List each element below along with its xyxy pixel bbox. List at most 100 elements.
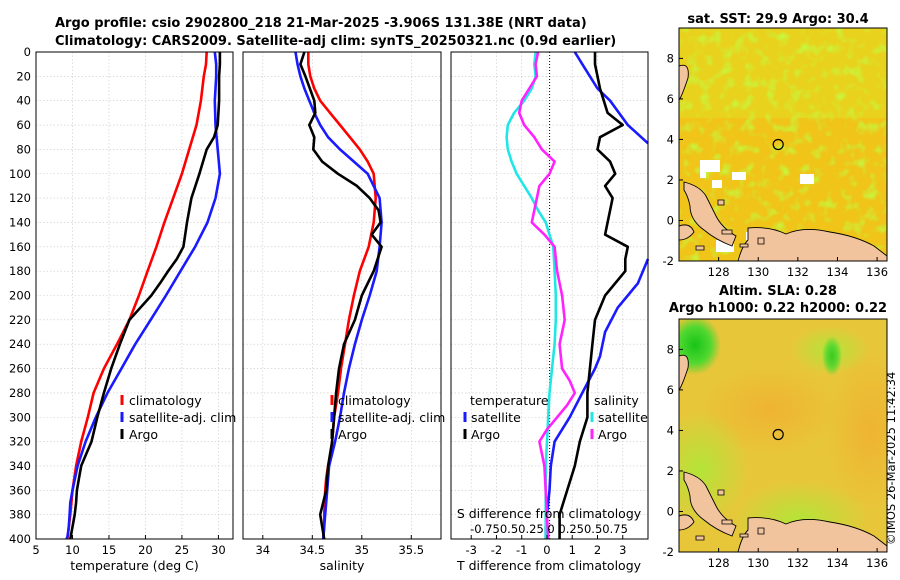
legend-label-t-argo: Argo: [471, 427, 500, 442]
temperature-series: [65, 51, 222, 540]
x-tick-label: 20: [138, 543, 153, 557]
x-tick-label: 15: [102, 543, 117, 557]
temperature-frame: [35, 51, 234, 540]
legend-label-t-satellite: satellite: [471, 410, 521, 425]
x-tick-label: 34.5: [299, 543, 325, 557]
lon-tick-label: 132: [787, 265, 809, 279]
series-line-t-argo-clim: [558, 52, 630, 539]
x-tick-label: 5: [32, 543, 39, 557]
legend-label-satellite: satellite-adj. clim: [338, 410, 445, 425]
lon-tick-label: 128: [708, 556, 730, 570]
lat-tick-label: 0: [667, 213, 674, 227]
argo-marker-sst: [772, 138, 784, 151]
s-difference-xlabel: S difference from climatology: [457, 506, 642, 521]
depth-tick-label: 60: [16, 118, 31, 132]
lat-tick-label: 2: [667, 173, 674, 187]
land-sst: [679, 64, 887, 261]
sst-lon-tick-labels: 128 130 132 134 136: [708, 257, 888, 279]
legend-label-climatology: climatology: [129, 393, 202, 408]
difference-panel: -3 -2 -1 0 1 2 3 T difference from climatology…: [450, 51, 650, 573]
lat-tick-label: -2: [663, 254, 674, 268]
series-line-climatology: [66, 51, 208, 540]
temperature-grid: [35, 51, 233, 540]
sla-map-panel: Altim. SLA: 0.28 Argo h1000: 0.22 h2000:…: [663, 284, 889, 570]
lat-tick-label: 4: [667, 132, 674, 146]
figure-title-line1: Argo profile: csio 2902800_218 21-Mar-20…: [55, 16, 587, 31]
depth-tick-label: 240: [9, 337, 31, 351]
lon-tick-label: 134: [826, 265, 848, 279]
islands-sla: [695, 489, 765, 541]
islands-sst: [695, 199, 765, 251]
s-difference-tick-labels: -0.750.50.25 0 0.250.50.75: [470, 522, 628, 536]
depth-tick-label: 20: [16, 69, 31, 83]
x-tick-label: -2: [491, 543, 502, 557]
x-tick-label: 35.5: [398, 543, 424, 557]
lat-tick-label: 0: [667, 504, 674, 518]
sst-lat-tick-labels: -2 0 2 4 6 8: [663, 51, 683, 268]
difference-series: [505, 51, 650, 540]
depth-tick-label: 320: [9, 435, 31, 449]
series-line-argo: [299, 51, 383, 540]
depth-tick-label: 300: [9, 410, 31, 424]
depth-tick-label: 100: [9, 167, 31, 181]
x-tick-label: 30: [211, 543, 226, 557]
sla-field: [679, 319, 887, 552]
x-tick-label: 25: [175, 543, 190, 557]
x-tick-label: 34: [255, 543, 270, 557]
depth-tick-label: 160: [9, 240, 31, 254]
salinity-grid: [243, 51, 441, 540]
difference-frame: [450, 51, 649, 540]
lon-tick-label: 132: [787, 556, 809, 570]
legend-label-s-argo: Argo: [598, 427, 627, 442]
lat-tick-label: 8: [667, 342, 674, 356]
series-line-satellite-adj-clim: [65, 51, 222, 540]
depth-tick-label: 120: [9, 191, 31, 205]
depth-tick-label: 400: [9, 532, 31, 546]
sla-lon-tick-labels: 128 130 132 134 136: [708, 548, 888, 570]
temperature-panel: 0 20 40 60 80 100 120 140 160 180 200 220 240 260 280 3…: [9, 45, 236, 573]
lon-tick-label: 130: [747, 265, 769, 279]
legend-label-climatology: climatology: [338, 393, 411, 408]
depth-tick-label: 200: [9, 289, 31, 303]
salinity-panel: 34 34.5 35 35.5 salinity climatology satell…: [242, 51, 445, 573]
lon-tick-label: 128: [708, 265, 730, 279]
x-tick-label: 1: [569, 543, 576, 557]
lon-tick-label: 130: [747, 556, 769, 570]
lat-tick-label: 2: [667, 464, 674, 478]
salinity-series: [294, 51, 383, 540]
series-line-argo: [69, 52, 222, 540]
sla-map-title: Altim. SLA: 0.28: [719, 284, 837, 299]
legend-label-s-satellite: satellite: [598, 410, 648, 425]
depth-tick-label: 340: [9, 459, 31, 473]
sst-map-title: sat. SST: 29.9 Argo: 30.4: [687, 12, 868, 27]
lat-tick-label: 4: [667, 423, 674, 437]
salinity-frame: [242, 51, 442, 540]
legend-label-argo: Argo: [338, 427, 367, 442]
depth-tick-labels: 0 20 40 60 80 100 120 140 160 180 200 220 240 260 280 3…: [9, 45, 31, 546]
depth-tick-label: 280: [9, 386, 31, 400]
temperature-legend: climatology satellite-adj. clim Argo: [120, 393, 236, 442]
salinity-xlabel: salinity: [320, 558, 365, 573]
t-difference-tick-labels: -3 -2 -1 0 1 2 3: [465, 535, 626, 557]
sla-map-frame: [678, 318, 888, 553]
series-line-t-satellite-clim: [573, 51, 649, 145]
t-difference-xlabel: T difference from climatology: [456, 558, 642, 573]
depth-tick-label: 180: [9, 264, 31, 278]
legend-label-satellite: satellite-adj. clim: [129, 410, 236, 425]
legend-title-temperature: temperature: [470, 393, 549, 408]
temperature-tick-labels: 5 10 15 20 25 30: [32, 535, 226, 557]
imos-watermark: ©IMOS 26-Mar-2025 11:42:34: [884, 372, 898, 545]
argo-marker-sla: [772, 428, 784, 441]
series-line-s-argo-clim: [517, 51, 577, 540]
lon-tick-label: 136: [866, 265, 888, 279]
lon-tick-label: 136: [866, 556, 888, 570]
sst-map-frame: [678, 27, 888, 262]
sla-lat-tick-labels: -2 0 2 4 6 8: [663, 342, 683, 559]
depth-tick-label: 0: [24, 45, 31, 59]
sla-map-subtitle: Argo h1000: 0.22 h2000: 0.22: [669, 301, 887, 316]
legend-label-argo: Argo: [129, 427, 158, 442]
depth-tick-label: 260: [9, 362, 31, 376]
lat-tick-label: 8: [667, 51, 674, 65]
temperature-xlabel: temperature (deg C): [70, 558, 199, 573]
